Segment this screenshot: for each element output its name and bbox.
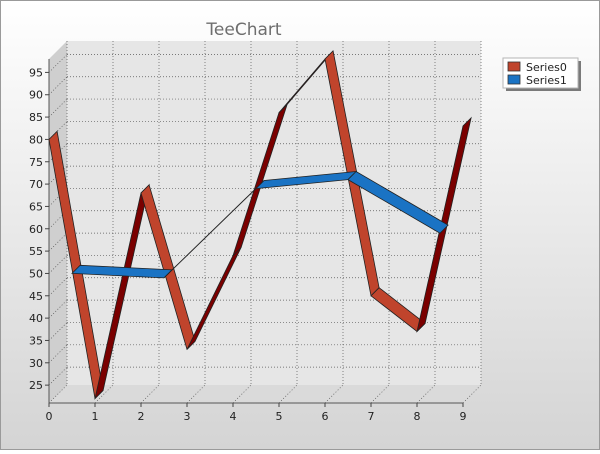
x-tick-label: 1	[92, 410, 99, 423]
y-tick-label: 95	[29, 66, 43, 79]
y-tick-label: 35	[29, 334, 43, 347]
plot-floor	[49, 385, 481, 403]
x-tick-label: 2	[138, 410, 145, 423]
x-tick-label: 9	[460, 410, 467, 423]
legend: Series0 Series1	[503, 58, 581, 91]
y-tick-label: 90	[29, 89, 43, 102]
x-tick-label: 7	[368, 410, 375, 423]
x-tick-label: 3	[184, 410, 191, 423]
y-tick-label: 45	[29, 290, 43, 303]
y-tick-label: 40	[29, 312, 43, 325]
x-tick-label: 5	[276, 410, 283, 423]
chart-title: TeeChart	[205, 20, 281, 40]
y-tick-label: 30	[29, 357, 43, 370]
y-tick-label: 75	[29, 156, 43, 169]
x-tick-label: 4	[230, 410, 237, 423]
legend-label-series0: Series0	[526, 61, 567, 74]
legend-label-series1: Series1	[526, 74, 567, 87]
plot-area	[49, 41, 481, 403]
legend-swatch-series0	[508, 62, 520, 71]
x-tick-label: 0	[46, 410, 53, 423]
y-tick-label: 25	[29, 379, 43, 392]
y-tick-label: 65	[29, 200, 43, 213]
y-tick-label: 85	[29, 111, 43, 124]
y-tick-label: 80	[29, 133, 43, 146]
y-tick-label: 55	[29, 245, 43, 258]
x-tick-label: 6	[322, 410, 329, 423]
y-tick-label: 70	[29, 178, 43, 191]
x-tick-label: 8	[414, 410, 421, 423]
y-tick-label: 50	[29, 267, 43, 280]
y-tick-label: 60	[29, 223, 43, 236]
legend-swatch-series1	[508, 75, 520, 84]
